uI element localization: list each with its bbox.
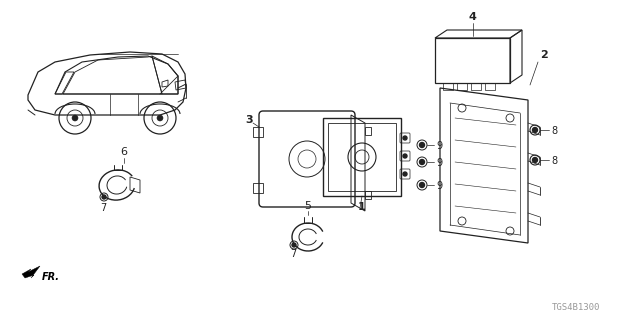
Text: 3: 3 bbox=[245, 115, 253, 125]
Text: 2: 2 bbox=[540, 50, 548, 60]
Text: 9: 9 bbox=[436, 158, 442, 168]
Text: 6: 6 bbox=[120, 147, 127, 157]
Circle shape bbox=[403, 136, 407, 140]
Circle shape bbox=[403, 172, 407, 176]
Circle shape bbox=[532, 157, 538, 163]
Text: 9: 9 bbox=[436, 141, 442, 151]
Circle shape bbox=[419, 142, 424, 148]
Circle shape bbox=[403, 154, 407, 158]
Text: 7: 7 bbox=[290, 249, 296, 259]
Text: FR.: FR. bbox=[42, 272, 60, 282]
Circle shape bbox=[102, 195, 106, 199]
Polygon shape bbox=[22, 266, 40, 278]
Text: 9: 9 bbox=[436, 181, 442, 191]
Circle shape bbox=[419, 182, 424, 188]
Circle shape bbox=[157, 115, 163, 121]
Circle shape bbox=[72, 115, 78, 121]
Circle shape bbox=[419, 159, 424, 164]
Circle shape bbox=[532, 127, 538, 132]
Text: 7: 7 bbox=[100, 203, 106, 213]
Text: 8: 8 bbox=[551, 156, 557, 166]
Text: 4: 4 bbox=[468, 12, 476, 22]
Text: 5: 5 bbox=[304, 201, 311, 211]
Text: 1: 1 bbox=[358, 202, 365, 212]
Circle shape bbox=[292, 243, 296, 247]
Text: TGS4B1300: TGS4B1300 bbox=[552, 303, 600, 312]
Text: 8: 8 bbox=[551, 126, 557, 136]
